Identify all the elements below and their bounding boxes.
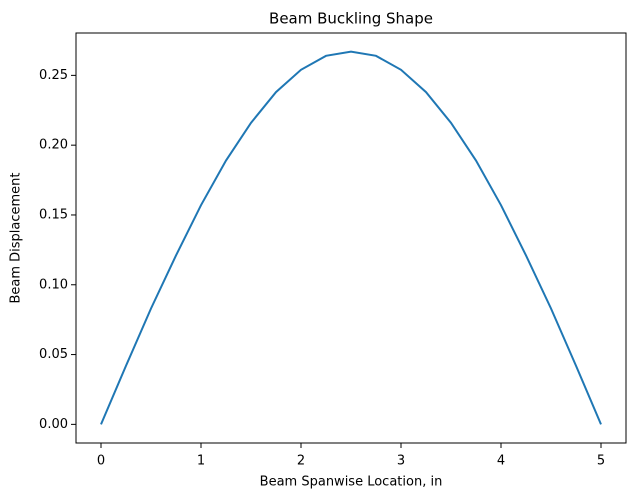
data-line: [100, 50, 602, 425]
y-axis-label: Beam Displacement: [9, 172, 24, 303]
x-tick-label: 0: [97, 454, 105, 469]
x-tick-label: 3: [397, 454, 405, 469]
y-tick-label: 0.10: [39, 277, 68, 292]
x-axis-label: Beam Spanwise Location, in: [260, 475, 443, 490]
x-tick-label: 4: [497, 454, 505, 469]
y-tick-label: 0.15: [39, 207, 68, 222]
x-tick-label: 5: [597, 454, 605, 469]
y-tick-label: 0.25: [39, 68, 68, 83]
chart-title: Beam Buckling Shape: [269, 10, 433, 28]
y-tick-label: 0.20: [39, 138, 68, 153]
x-tick-label: 2: [297, 454, 305, 469]
y-tick-label: 0.05: [39, 347, 68, 362]
x-tick-label: 1: [197, 454, 205, 469]
plot-frame: [75, 32, 627, 444]
y-tick-label: 0.00: [39, 417, 68, 432]
